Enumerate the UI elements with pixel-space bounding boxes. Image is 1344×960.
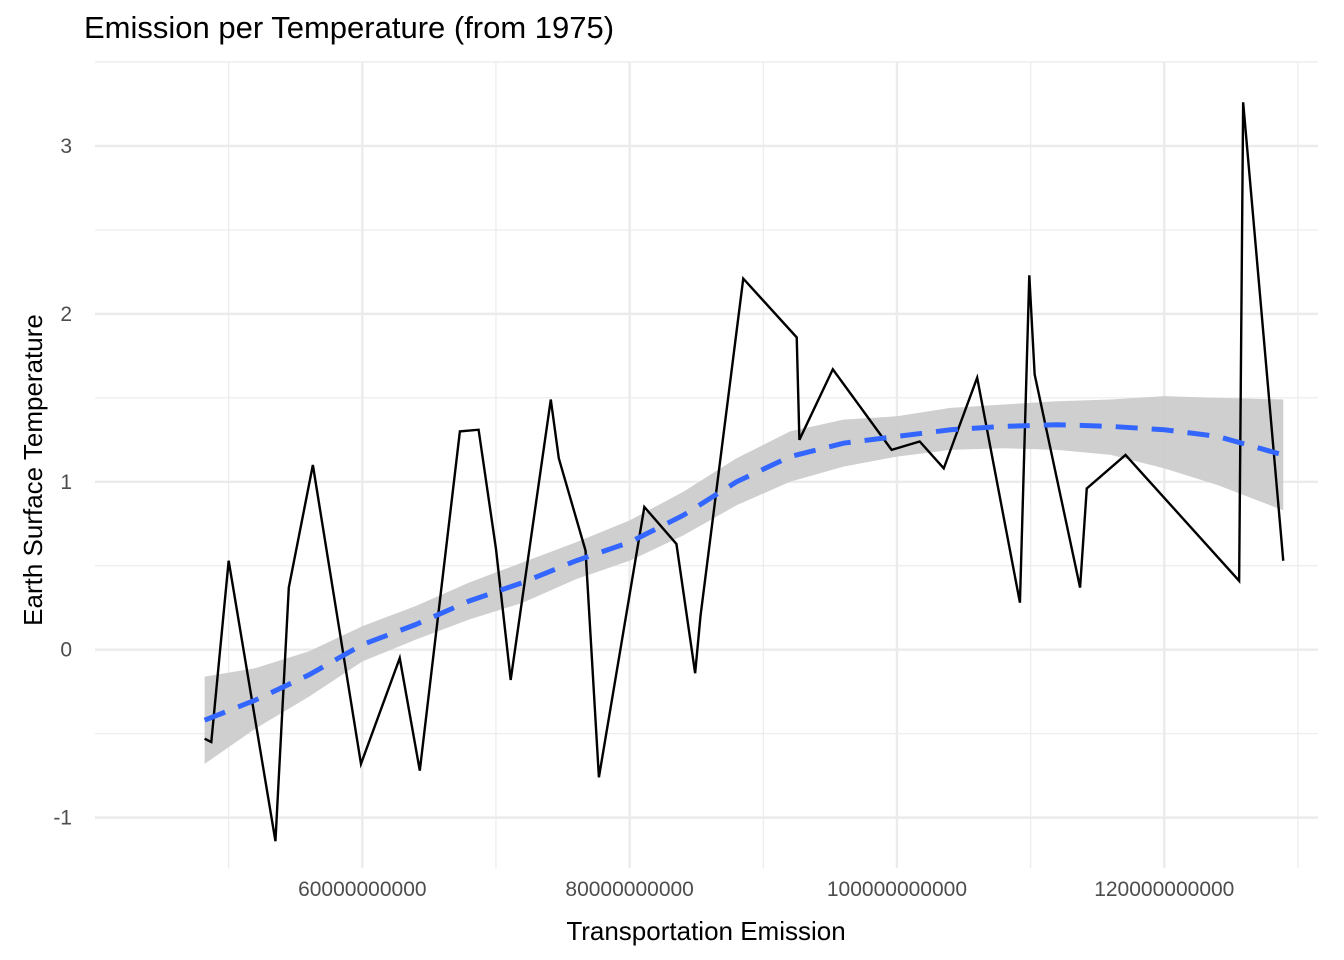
data-line-layer (204, 102, 1285, 842)
y-tick-label: -1 (53, 807, 72, 830)
x-tick-label: 80000000000 (565, 878, 693, 901)
y-tick-label: 2 (60, 303, 72, 326)
confidence-band (204, 396, 1284, 764)
confidence-band-layer (204, 396, 1284, 764)
y-tick-labels: -1 0 1 2 3 (53, 135, 72, 830)
data-line (204, 102, 1285, 842)
y-tick-label: 1 (60, 471, 72, 494)
chart-title: Emission per Temperature (from 1975) (84, 10, 615, 45)
y-tick-label: 0 (60, 639, 72, 662)
trend-line (203, 422, 1284, 723)
y-tick-label: 3 (60, 135, 72, 158)
y-axis-title: Earth Surface Temperature (18, 314, 48, 626)
x-tick-labels: 60000000000 80000000000 100000000000 120000… (298, 878, 1234, 901)
x-axis-title: Transportation Emission (566, 916, 845, 946)
x-tick-label: 120000000000 (1094, 878, 1234, 901)
x-tick-label: 100000000000 (827, 878, 967, 901)
x-tick-label: 60000000000 (298, 878, 426, 901)
trend-line-layer (203, 422, 1284, 723)
